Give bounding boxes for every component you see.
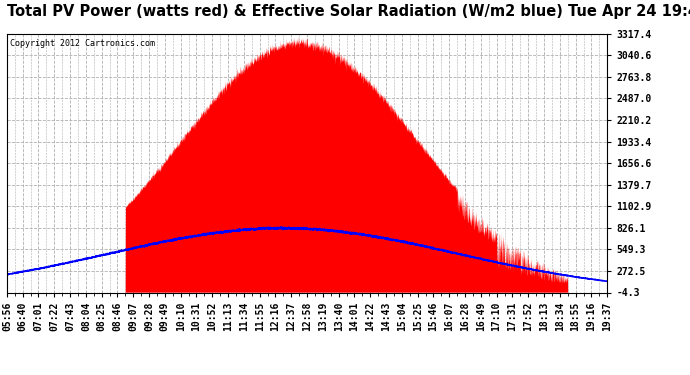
Text: Copyright 2012 Cartronics.com: Copyright 2012 Cartronics.com bbox=[10, 39, 155, 48]
Text: Total PV Power (watts red) & Effective Solar Radiation (W/m2 blue) Tue Apr 24 19: Total PV Power (watts red) & Effective S… bbox=[7, 4, 690, 19]
